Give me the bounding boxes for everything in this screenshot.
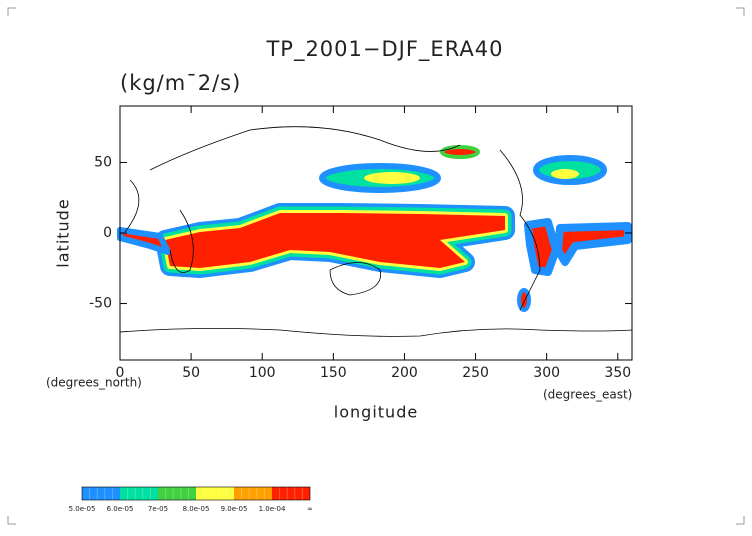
colorbar-swatch xyxy=(120,487,158,500)
tropical-band xyxy=(155,203,515,278)
colorbar-swatch xyxy=(272,487,310,500)
y-tick-label: 0 xyxy=(103,225,112,241)
y-tick-label: -50 xyxy=(89,296,112,312)
colorbar-label: 8.0e-05 xyxy=(183,505,210,513)
x-tick-label: 250 xyxy=(462,365,489,381)
colorbar: 5.0e-05 6.0e-05 7e-05 8.0e-05 9.0e-05 1.0e-04… xyxy=(69,486,313,513)
colorbar-frame xyxy=(81,486,311,501)
colorbar-swatch xyxy=(196,487,234,500)
x-unit-label: (degrees_east) xyxy=(543,388,632,402)
chart-title: TP_2001−DJF_ERA40 xyxy=(265,37,503,62)
colorbar-label: 7e-05 xyxy=(148,505,168,513)
south-america xyxy=(524,218,560,276)
north-pacific-core xyxy=(364,172,420,184)
colorbar-label: 9.0e-05 xyxy=(221,505,248,513)
patagonia xyxy=(517,288,531,312)
x-tick-label: 300 xyxy=(533,365,560,381)
y-axis-label: latitude xyxy=(54,198,73,267)
colorbar-swatch xyxy=(234,487,272,500)
colorbar-label: 1.0e-04 xyxy=(259,505,286,513)
x-tick-label: 100 xyxy=(249,365,276,381)
x-axis-label: longitude xyxy=(334,403,418,422)
west-africa xyxy=(117,227,171,255)
colorbar-label: 5.0e-05 xyxy=(69,505,96,513)
x-tick-label: 350 xyxy=(604,365,631,381)
colorbar-label: ∞ xyxy=(307,505,313,513)
y-unit-label: (degrees_north) xyxy=(46,376,142,390)
alaska-coast xyxy=(440,145,480,159)
x-tick-label: 150 xyxy=(320,365,347,381)
colorbar-swatch xyxy=(158,487,196,500)
y-tick-label: 50 xyxy=(94,154,112,170)
units: (kg/m¯2/s) xyxy=(120,71,241,95)
north-atlantic-core xyxy=(551,169,579,179)
colorbar-label: 6.0e-05 xyxy=(107,505,134,513)
x-tick-label: 200 xyxy=(391,365,418,381)
x-tick-label: 0 xyxy=(116,365,125,381)
south-atlantic xyxy=(554,222,632,266)
coastlines xyxy=(119,126,633,337)
crop-marks xyxy=(7,7,745,525)
x-tick-label: 50 xyxy=(182,365,200,381)
colorbar-swatch xyxy=(82,487,120,500)
precipitation-field xyxy=(117,145,632,312)
